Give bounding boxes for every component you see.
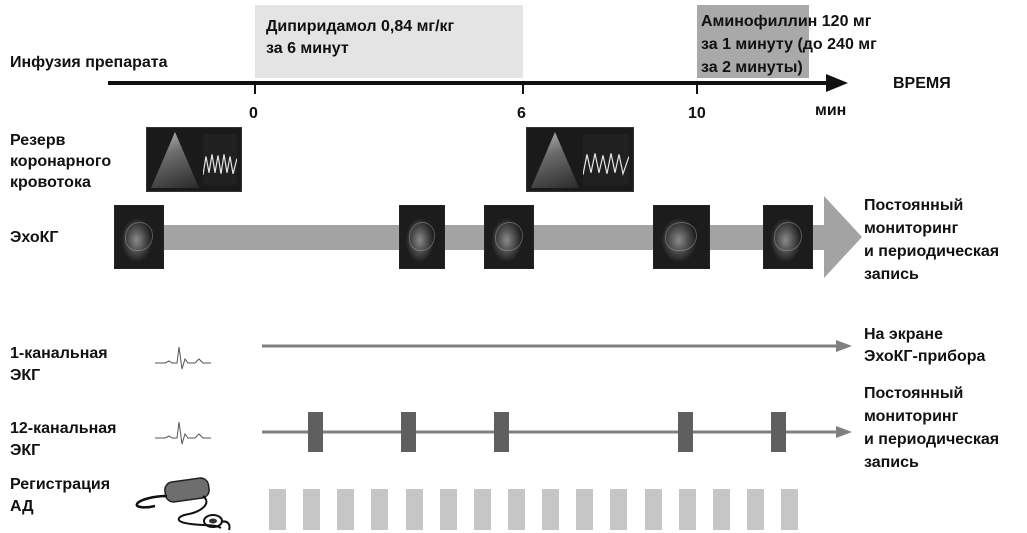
echo-label: ЭхоКГ [10, 229, 59, 246]
aminophylline-line1: Аминофиллин 120 мг [701, 13, 872, 30]
ecg12-line2: ЭКГ [10, 442, 41, 459]
time-axis-unit: мин [815, 102, 847, 119]
echo-note-line3: и периодическая [864, 243, 1000, 260]
ecg1-line1: 1-канальная [10, 345, 108, 362]
bp-measurement-marker [781, 489, 798, 530]
ecg12-note-line4: запись [864, 454, 919, 471]
ecg1-note: На экране ЭхоКГ-прибора [864, 324, 985, 368]
ecg12-label: 12-канальная ЭКГ [10, 418, 117, 462]
aminophylline-label: Аминофиллин 120 мг за 1 минуту (до 240 м… [701, 10, 877, 79]
ecg12-record-marker [771, 412, 786, 452]
ecg12-note-line1: Постоянный [864, 385, 964, 402]
ecg12-record-marker [494, 412, 509, 452]
tick-label-6: 6 [517, 105, 526, 122]
echo-image-icon [484, 205, 534, 269]
bp-measurement-marker [406, 489, 423, 530]
ecg12-record-marker [678, 412, 693, 452]
ecg12-note-line2: мониторинг [864, 408, 959, 425]
echo-note: Постоянный мониторинг и периодическая за… [864, 194, 999, 286]
tick-label-0: 0 [249, 105, 258, 122]
echo-image-icon [114, 205, 164, 269]
bp-measurement-marker [303, 489, 320, 530]
echo-image-icon [653, 205, 710, 269]
echo-image-icon [763, 205, 813, 269]
bp-line2: АД [10, 498, 34, 515]
ecg1-note-line2: ЭхоКГ-прибора [864, 348, 986, 365]
infusion-label: Инфузия препарата [10, 54, 168, 71]
ecg1-line2: ЭКГ [10, 367, 41, 384]
dipyridamole-phase-band [255, 5, 523, 78]
bp-measurement-marker [269, 489, 286, 530]
doppler-image-icon [526, 127, 634, 192]
ecg12-note-line3: и периодическая [864, 431, 1000, 448]
dipyridamole-line2: за 6 минут [266, 40, 349, 57]
aminophylline-line3: за 2 минуты) [701, 59, 803, 76]
bp-measurement-marker [747, 489, 764, 530]
bp-measurement-marker [440, 489, 457, 530]
dipyridamole-line1: Дипиридамол 0,84 мг/кг [266, 18, 455, 35]
aminophylline-line2: за 1 минуту (до 240 мг [701, 36, 877, 53]
bp-label: Регистрация АД [10, 474, 110, 518]
ecg1-note-line1: На экране [864, 326, 943, 343]
aminophylline-phase-band [697, 5, 809, 78]
dipyridamole-label: Дипиридамол 0,84 мг/кг за 6 минут [266, 16, 454, 60]
bp-measurement-marker [508, 489, 525, 530]
echo-image-icon [399, 205, 445, 269]
ecg12-record-marker [308, 412, 323, 452]
echo-note-line2: мониторинг [864, 220, 959, 237]
echo-note-line1: Постоянный [864, 197, 964, 214]
ecg-waveform-icon [155, 346, 211, 370]
bp-measurement-marker [371, 489, 388, 530]
bp-measurement-marker [610, 489, 627, 530]
bp-measurement-marker [645, 489, 662, 530]
bp-measurement-marker [542, 489, 559, 530]
time-axis-label: ВРЕМЯ [893, 75, 951, 92]
bp-measurement-marker [713, 489, 730, 530]
coronary-reserve-line2: коронарного [10, 153, 112, 170]
bp-measurement-marker [576, 489, 593, 530]
echo-note-line4: запись [864, 266, 919, 283]
bp-measurement-marker [337, 489, 354, 530]
bp-line1: Регистрация [10, 476, 111, 493]
coronary-reserve-line3: кровотока [10, 174, 91, 191]
bp-measurement-marker [474, 489, 491, 530]
ecg-waveform-icon [155, 421, 211, 445]
bp-measurement-marker [679, 489, 696, 530]
tick-label-10: 10 [688, 105, 706, 122]
sphygmomanometer-icon [135, 477, 231, 531]
coronary-reserve-line1: Резерв [10, 132, 66, 149]
ecg12-record-marker [401, 412, 416, 452]
ecg1-label: 1-канальная ЭКГ [10, 343, 108, 387]
doppler-image-icon [146, 127, 242, 192]
ecg12-note: Постоянный мониторинг и периодическая за… [864, 382, 999, 474]
ecg12-line1: 12-канальная [10, 420, 117, 437]
coronary-reserve-label: Резерв коронарного кровотока [10, 130, 111, 193]
